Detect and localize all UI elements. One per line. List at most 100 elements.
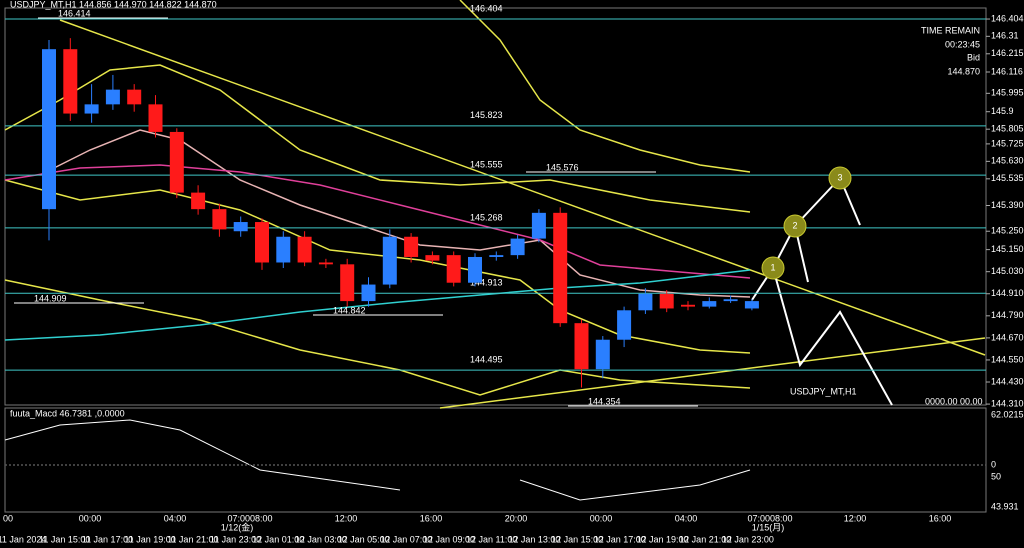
waypoint-label: 1	[770, 262, 775, 272]
y-tick-label: 144.430	[991, 376, 1024, 386]
y-tick-label: 144.310	[991, 398, 1024, 408]
macd-panel	[4, 407, 987, 513]
candle-body	[659, 293, 674, 309]
macd-label: 0	[991, 459, 996, 469]
trendline	[439, 337, 986, 409]
band-low	[4, 179, 751, 354]
time-label: 04:00	[164, 513, 187, 523]
chart-title: USDJPY_MT,H1 144.856 144.970 144.822 144…	[10, 0, 217, 9]
waypoint	[828, 166, 852, 190]
small-label: 146.414	[58, 8, 91, 18]
candle-body	[489, 255, 504, 257]
level-label: 144.913	[470, 278, 503, 288]
candle-body	[404, 236, 419, 257]
info: 144.870	[947, 66, 980, 76]
time-label: 20:00	[505, 513, 528, 523]
macd-label: 43.931	[991, 501, 1019, 511]
y-tick-label: 146.404	[991, 13, 1024, 23]
y-tick-label: 146.116	[991, 66, 1023, 76]
bar-time: 12 Jan 03:00	[295, 534, 347, 544]
bar-time: 11 Jan 19:00	[124, 534, 175, 544]
y-tick-label: 145.535	[991, 173, 1024, 183]
candle-body	[702, 301, 717, 307]
bar-time: 12 Jan 13:00	[508, 534, 560, 544]
y-tick-label: 146.215	[991, 48, 1024, 58]
candle-body	[318, 262, 333, 265]
time-label: 00:00	[590, 513, 613, 523]
bar-time: 12 Jan 19:00	[636, 534, 688, 544]
y-tick-label: 145.725	[991, 138, 1024, 148]
info: TIME REMAIN	[921, 25, 980, 35]
time-label: 16:00	[929, 513, 952, 523]
bar-time: 11 Jan 17:00	[82, 534, 133, 544]
watermark: USDJPY_MT,H1	[790, 386, 857, 396]
level-label: 145.268	[470, 212, 503, 222]
macd-label: 62.0215	[991, 409, 1024, 419]
ma-cyan	[4, 269, 751, 341]
candle-body	[148, 104, 163, 132]
candle-body	[574, 323, 589, 370]
small-label: 145.576	[546, 162, 579, 172]
waypoint-label: 2	[792, 220, 797, 230]
candle-body	[105, 89, 120, 105]
level-label: 146.404	[470, 3, 503, 13]
candle-body	[617, 310, 632, 340]
bar-time: 11 Jan 15:00	[39, 534, 90, 544]
bar-time: 12 Jan 09:00	[423, 534, 475, 544]
time-label: 00:00	[79, 513, 102, 523]
ma-slow	[4, 164, 751, 279]
time-label: 07:0008:00	[227, 513, 272, 523]
y-tick-label: 145.030	[991, 266, 1024, 276]
waypoint-label: 3	[837, 172, 842, 182]
candle-body	[361, 284, 376, 302]
date-label: 1/12(金)	[221, 521, 254, 532]
candle-body	[169, 131, 184, 193]
candle-body	[297, 236, 312, 263]
bar-time: 12 Jan 23:00	[722, 534, 774, 544]
candle-body	[63, 49, 78, 114]
candle-body	[84, 104, 99, 114]
trendline	[59, 19, 986, 356]
small-label: 144.842	[333, 305, 366, 315]
band-mid	[4, 64, 751, 213]
candle-body	[276, 236, 291, 263]
bar-time: 12 Jan 05:00	[338, 534, 390, 544]
y-tick-label: 144.550	[991, 354, 1024, 364]
bar-time: 12 Jan 01:00	[252, 534, 304, 544]
candle-body	[595, 339, 610, 370]
macd-line	[519, 469, 751, 501]
date-label: 1/15(月)	[752, 522, 785, 532]
bar-time: 12 Jan 17:00	[594, 534, 646, 544]
macd-label: 50	[991, 471, 1001, 481]
candle-body	[425, 255, 440, 261]
bar-time: 12 Jan 15:00	[551, 534, 603, 544]
bar-time: 12 Jan 21:00	[679, 534, 731, 544]
y-tick-label: 145.630	[991, 156, 1024, 166]
waypoint	[761, 256, 785, 280]
candle-body	[446, 255, 461, 283]
candle-body	[340, 264, 355, 302]
macd-line	[4, 419, 401, 491]
macd-note: 0000.00 00.00	[925, 396, 983, 406]
price-panel	[4, 7, 987, 406]
y-tick-label: 145.250	[991, 226, 1024, 236]
time-label: 00	[3, 513, 13, 523]
time-label: 12:00	[844, 513, 867, 523]
bar-time: 12 Jan 07:00	[380, 534, 432, 544]
level-label: 145.823	[470, 110, 503, 120]
candle-body	[681, 304, 695, 307]
bar-time: 11 Jan 23:00	[210, 534, 261, 544]
candle-body	[468, 256, 482, 283]
y-tick-label: 145.995	[991, 88, 1024, 98]
y-tick-label: 146.31	[991, 31, 1019, 41]
y-tick-label: 144.670	[991, 332, 1024, 342]
candle-body	[638, 293, 653, 311]
macd-title: fuuta_Macd 46.7381 ,0.0000	[10, 408, 125, 418]
candle-body	[723, 299, 738, 302]
waypoint	[783, 214, 807, 238]
bar-time: 11 Jan 21:00	[167, 534, 218, 544]
level-label: 144.495	[470, 354, 503, 364]
time-label: 16:00	[420, 513, 443, 523]
